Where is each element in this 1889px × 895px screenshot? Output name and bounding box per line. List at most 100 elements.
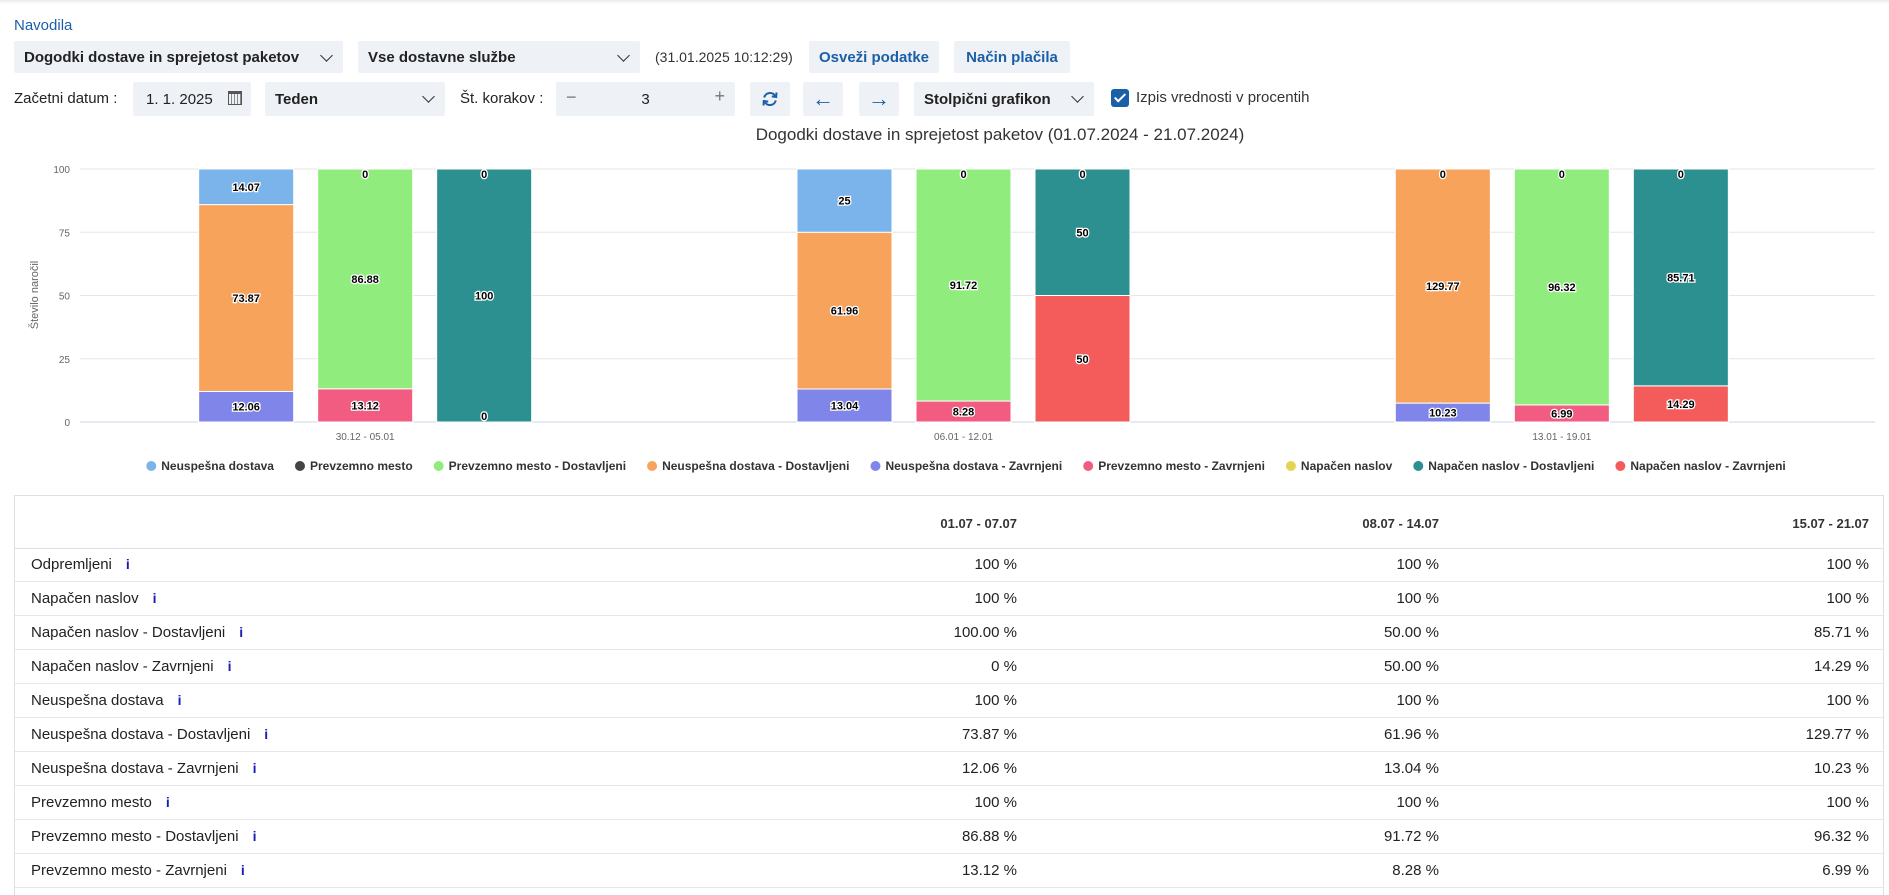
data-label: 12.06 — [232, 402, 260, 414]
bar-segment[interactable] — [915, 168, 1012, 402]
data-label: 0 — [1079, 169, 1085, 181]
legend-item[interactable]: Napačen naslov - Zavrnjeni — [1615, 459, 1786, 473]
navodila-link[interactable]: Navodila — [14, 17, 73, 34]
report-select[interactable]: Dogodki dostave in sprejetost paketov — [14, 41, 343, 73]
chart-title: Dogodki dostave in sprejetost paketov (0… — [756, 125, 1245, 144]
percent-checkbox-label[interactable]: Izpis vrednosti v procentih — [1136, 89, 1310, 106]
refresh-icon — [762, 91, 778, 107]
bar-segment[interactable] — [1513, 168, 1610, 406]
info-icon[interactable]: i — [239, 624, 244, 640]
plus-icon[interactable]: + — [714, 86, 725, 106]
row-label: Neuspešna dostava - Zavrnjeni — [31, 760, 239, 777]
legend-item[interactable]: Neuspešna dostava - Dostavljeni — [647, 459, 849, 473]
chevron-down-icon — [422, 90, 435, 103]
bar-segment[interactable] — [436, 168, 533, 423]
legend-item[interactable]: Napačen naslov — [1285, 459, 1393, 473]
service-select-value: Vse dostavne službe — [368, 48, 516, 66]
legend-marker — [870, 461, 881, 471]
refresh-data-button[interactable]: Osveži podatke — [809, 41, 939, 73]
bar-segment[interactable] — [198, 204, 295, 392]
data-label: 0 — [362, 169, 368, 181]
service-select[interactable]: Vse dostavne službe — [358, 41, 640, 73]
legend-marker — [1413, 461, 1424, 471]
info-icon[interactable]: i — [252, 760, 257, 776]
table-cell: 14.29 % — [1813, 658, 1869, 675]
legend-item[interactable]: Neuspešna dostava — [146, 459, 274, 473]
info-icon[interactable]: i — [264, 726, 269, 742]
table-cell: 100.00 % — [953, 624, 1017, 641]
info-icon[interactable]: i — [165, 794, 170, 810]
bar-segment[interactable] — [198, 390, 295, 423]
data-label: 0 — [1678, 169, 1684, 181]
bar-segment[interactable] — [796, 168, 893, 233]
legend-item[interactable]: Napačen naslov - Dostavljeni — [1413, 459, 1594, 473]
table-cell: 100 % — [1826, 590, 1869, 607]
table-cell: 73.87 % — [961, 726, 1017, 743]
report-select-value: Dogodki dostave in sprejetost paketov — [24, 48, 300, 66]
y-tick-label: 0 — [64, 418, 70, 429]
table-cell: 50.00 % — [1383, 624, 1439, 641]
next-button[interactable]: → — [859, 82, 899, 116]
table-row: Prevzemno mesto i 100 % 100 % 100 % — [15, 786, 1883, 820]
chart-type-value: Stolpični grafikon — [924, 90, 1051, 108]
legend-label: Prevzemno mesto - Zavrnjeni — [1098, 459, 1265, 473]
info-icon[interactable]: i — [152, 590, 157, 606]
row-name: Neuspešna dostava - Dostavljeni i — [31, 726, 268, 743]
period-select[interactable]: Teden — [265, 82, 445, 116]
legend-label: Napačen naslov - Zavrnjeni — [1630, 459, 1785, 473]
data-label: 13.04 — [831, 401, 859, 413]
row-label: Prevzemno mesto - Dostavljeni — [31, 828, 239, 845]
reload-button[interactable] — [750, 82, 790, 116]
data-label: 0 — [960, 169, 966, 181]
info-icon[interactable]: i — [240, 862, 245, 878]
data-timestamp: (31.01.2025 10:12:29) — [655, 49, 793, 65]
legend-item[interactable]: Neuspešna dostava - Zavrnjeni — [870, 459, 1062, 473]
table-row: Neuspešna dostava i 100 % 100 % 100 % — [15, 684, 1883, 718]
info-icon[interactable]: i — [177, 692, 182, 708]
bar-segment[interactable] — [1034, 295, 1131, 423]
start-date-label: Začetni datum : — [14, 90, 118, 107]
payment-method-button[interactable]: Način plačila — [954, 41, 1070, 73]
calendar-icon[interactable] — [228, 91, 242, 105]
steps-value[interactable]: 3 — [641, 91, 650, 108]
legend-item[interactable]: Prevzemno mesto - Zavrnjeni — [1083, 459, 1265, 473]
bar-segment[interactable] — [1632, 168, 1729, 387]
period-select-value: Teden — [275, 90, 319, 108]
bar-segment[interactable] — [317, 168, 414, 390]
percent-checkbox[interactable] — [1111, 89, 1129, 107]
previous-button[interactable]: ← — [803, 82, 843, 116]
legend-label: Prevzemno mesto - Dostavljeni — [449, 459, 626, 473]
steps-stepper[interactable]: − 3 + — [556, 82, 735, 116]
bar-segment[interactable] — [796, 388, 893, 423]
data-label: 14.07 — [232, 182, 260, 194]
row-label: Neuspešna dostava — [31, 692, 164, 709]
bar-segment[interactable] — [796, 231, 893, 390]
row-name: Napačen naslov - Zavrnjeni i — [31, 658, 231, 675]
bar-segment[interactable] — [1394, 168, 1491, 404]
info-icon[interactable]: i — [252, 828, 257, 844]
data-label: 129.77 — [1426, 281, 1460, 293]
table-row: Napačen naslov - Zavrnjeni i 0 % 50.00 % 14.… — [15, 650, 1883, 684]
table-cell: 100 % — [1826, 556, 1869, 573]
data-label: 50 — [1076, 227, 1088, 239]
table-cell: 6.99 % — [1822, 862, 1869, 879]
info-icon[interactable]: i — [227, 658, 232, 674]
row-label: Neuspešna dostava - Dostavljeni — [31, 726, 251, 743]
info-icon[interactable]: i — [125, 556, 130, 572]
table-row: Prevzemno mesto - Dostavljeni i 86.88 % 91.… — [15, 820, 1883, 854]
table-header-col-1: 01.07 - 07.07 — [940, 516, 1017, 531]
bar-segment[interactable] — [1632, 385, 1729, 423]
data-label: 25 — [838, 196, 850, 208]
start-date-input[interactable]: 1. 1. 2025 — [133, 82, 251, 116]
minus-icon[interactable]: − — [566, 87, 577, 107]
legend-item[interactable]: Prevzemno mesto - Dostavljeni — [433, 459, 626, 473]
bar-segment[interactable] — [317, 388, 414, 423]
table-cell: 86.88 % — [961, 828, 1017, 845]
bar-segment[interactable] — [1034, 168, 1131, 296]
bar-segment[interactable] — [198, 168, 295, 206]
legend-item[interactable]: Prevzemno mesto — [294, 459, 413, 473]
table-cell: 100 % — [974, 556, 1017, 573]
data-label: 0 — [481, 411, 487, 423]
data-label: 13.12 — [351, 400, 379, 412]
chart-type-select[interactable]: Stolpični grafikon — [914, 82, 1094, 116]
